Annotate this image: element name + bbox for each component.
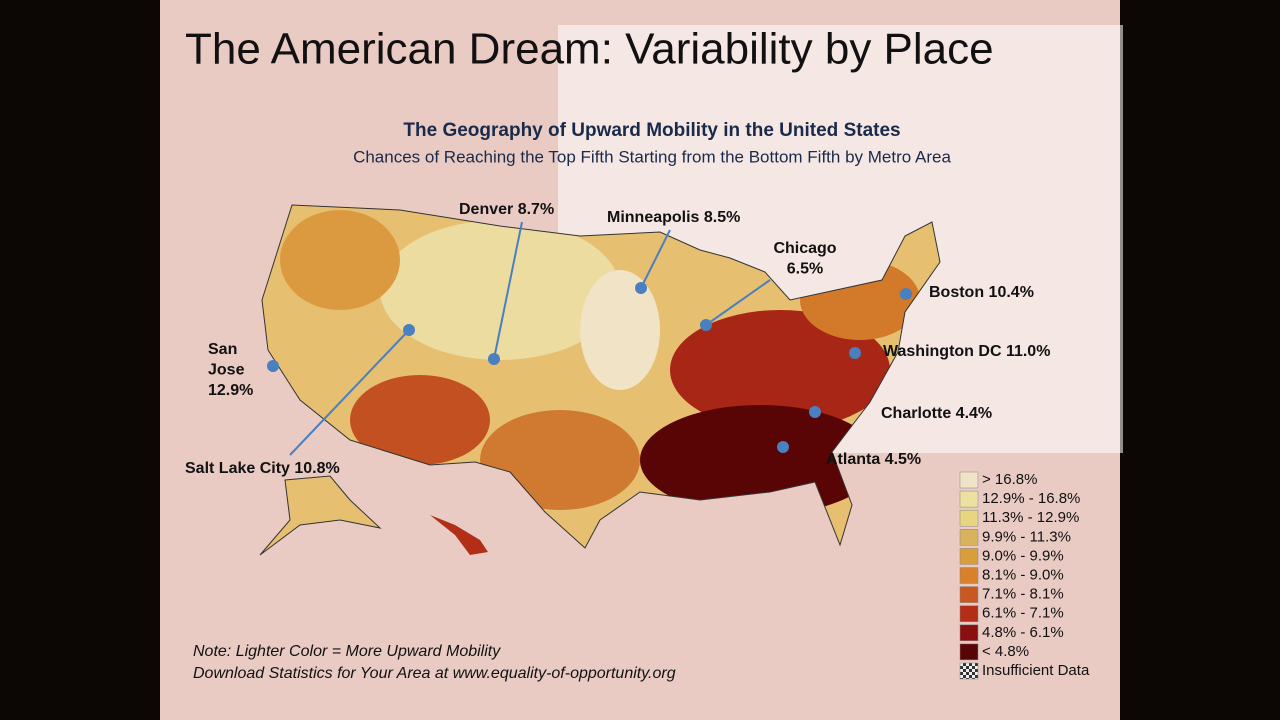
legend-label: 9.9% - 11.3% [982, 528, 1071, 545]
city-label: Chicago [773, 240, 836, 257]
legend-swatch [959, 567, 979, 584]
legend-swatch [959, 624, 979, 642]
city-label: San [208, 341, 237, 358]
alaska [259, 475, 382, 556]
legend-label: 9.0% - 9.9% [982, 547, 1064, 564]
map-subtitle: Chances of Reaching the Top Fifth Starti… [353, 147, 951, 166]
city-label: Washington DC 11.0% [883, 343, 1050, 360]
legend-swatch [959, 605, 979, 622]
city-label: Salt Lake City 10.8% [185, 460, 340, 477]
map-title: The Geography of Upward Mobility in the … [403, 120, 900, 141]
legend-label: 7.1% - 8.1% [982, 586, 1064, 603]
city-label: 6.5% [787, 261, 823, 278]
note: Download Statistics for Your Area at www… [193, 665, 676, 682]
legend-label: 6.1% - 7.1% [982, 605, 1064, 622]
note: Note: Lighter Color = More Upward Mobili… [193, 643, 501, 660]
city-label: Minneapolis 8.5% [607, 209, 740, 226]
legend-label: 8.1% - 9.0% [982, 566, 1064, 583]
legend-swatch [959, 509, 979, 527]
legend-label: 12.9% - 16.8% [982, 490, 1080, 507]
legend-label: > 16.8% [982, 471, 1037, 488]
legend-swatch [959, 490, 979, 508]
legend-label: 11.3% - 12.9% [982, 509, 1079, 526]
city-labels: Denver 8.7% Minneapolis 8.5% Chicago 6.5% Bo… [185, 201, 1050, 477]
city-label: Jose [208, 362, 245, 379]
city-label: Boston 10.4% [929, 284, 1034, 301]
legend-swatch [959, 471, 979, 489]
leader-lines [289, 221, 771, 456]
us-map [262, 205, 940, 548]
hawaii [430, 515, 488, 555]
legend-label: < 4.8% [982, 643, 1029, 660]
city-label: Atlanta 4.5% [826, 451, 921, 468]
city-label: Charlotte 4.4% [881, 405, 992, 422]
legend-swatch [959, 529, 979, 546]
us-outline [261, 204, 941, 549]
city-label: Denver 8.7% [459, 201, 554, 218]
legend-swatch [959, 548, 979, 565]
legend-swatch [959, 643, 979, 661]
city-label: 12.9% [208, 382, 253, 399]
legend-label: Insufficient Data [982, 662, 1090, 679]
legend-swatch [959, 586, 979, 603]
slide-title: The American Dream: Variability by Place [185, 25, 994, 74]
legend: > 16.8% 12.9% - 16.8% 11.3% - 12.9% 9.9% - … [959, 471, 1090, 680]
legend-swatch [959, 662, 979, 680]
legend-label: 4.8% - 6.1% [982, 624, 1064, 641]
